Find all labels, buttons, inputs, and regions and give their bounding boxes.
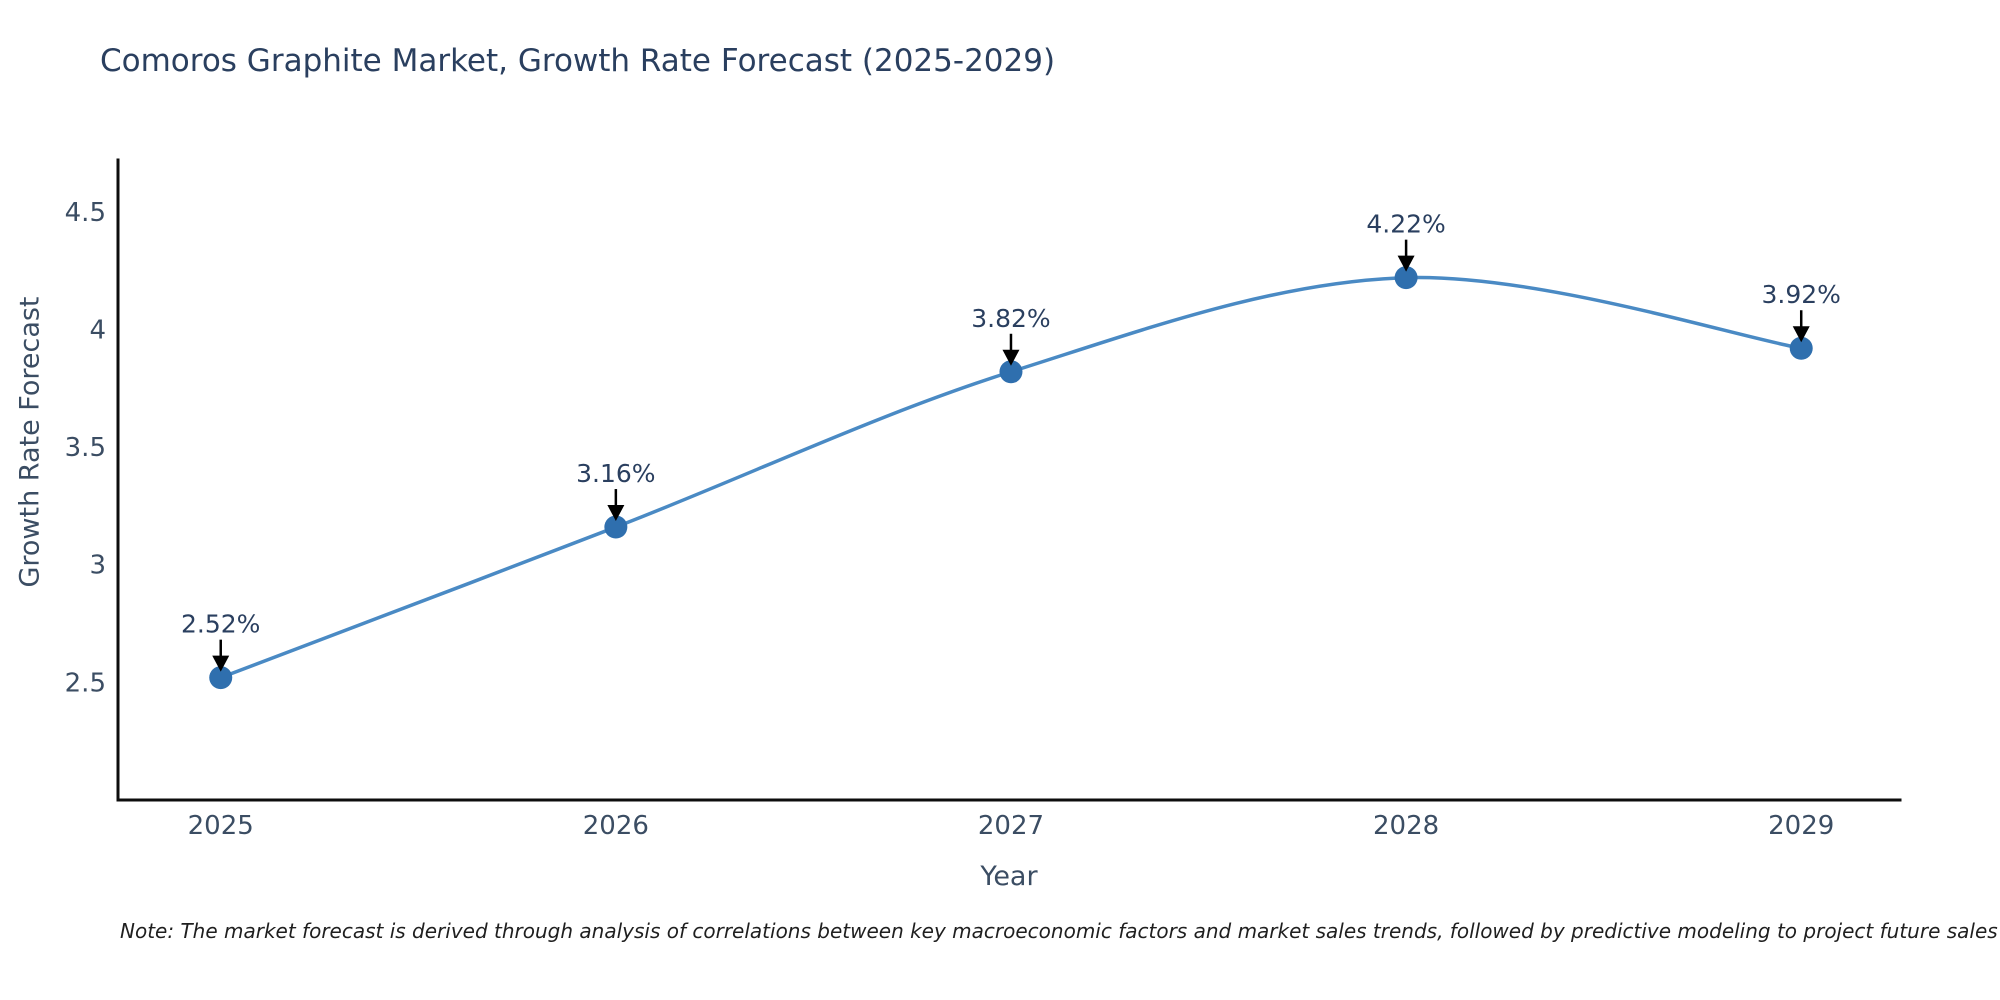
x-tick-label: 2026: [583, 811, 649, 841]
y-tick-label: 4: [89, 315, 106, 345]
data-point-label: 3.82%: [971, 304, 1050, 333]
x-tick-label: 2028: [1373, 811, 1439, 841]
data-point-marker: [209, 666, 233, 690]
data-point-marker: [604, 515, 628, 539]
annotation-arrow-head: [607, 505, 625, 522]
data-point-marker: [1789, 336, 1813, 360]
y-tick-label: 3: [89, 551, 106, 581]
y-tick-label: 4.5: [65, 198, 106, 228]
data-point-marker: [999, 360, 1023, 384]
x-axis-title: Year: [980, 861, 1038, 892]
x-tick-label: 2025: [188, 811, 254, 841]
annotation-arrow-head: [1002, 349, 1020, 366]
data-point-label: 3.16%: [576, 459, 655, 488]
axis-spines: [116, 158, 1902, 802]
data-point-label: 2.52%: [181, 610, 260, 639]
y-tick-label: 3.5: [65, 433, 106, 463]
x-tick-label: 2029: [1768, 811, 1834, 841]
annotation-arrow-head: [1397, 255, 1415, 272]
footnote: Note: The market forecast is derived thr…: [120, 919, 1998, 943]
chart-title: Comoros Graphite Market, Growth Rate For…: [100, 43, 1056, 79]
data-point-label: 3.92%: [1762, 280, 1841, 309]
annotation-arrow-head: [1792, 326, 1810, 343]
annotation-arrow-head: [212, 655, 230, 672]
data-point-marker: [1394, 266, 1418, 290]
data-point-label: 4.22%: [1366, 210, 1445, 239]
y-tick-label: 2.5: [65, 668, 106, 698]
x-tick-label: 2027: [978, 811, 1044, 841]
